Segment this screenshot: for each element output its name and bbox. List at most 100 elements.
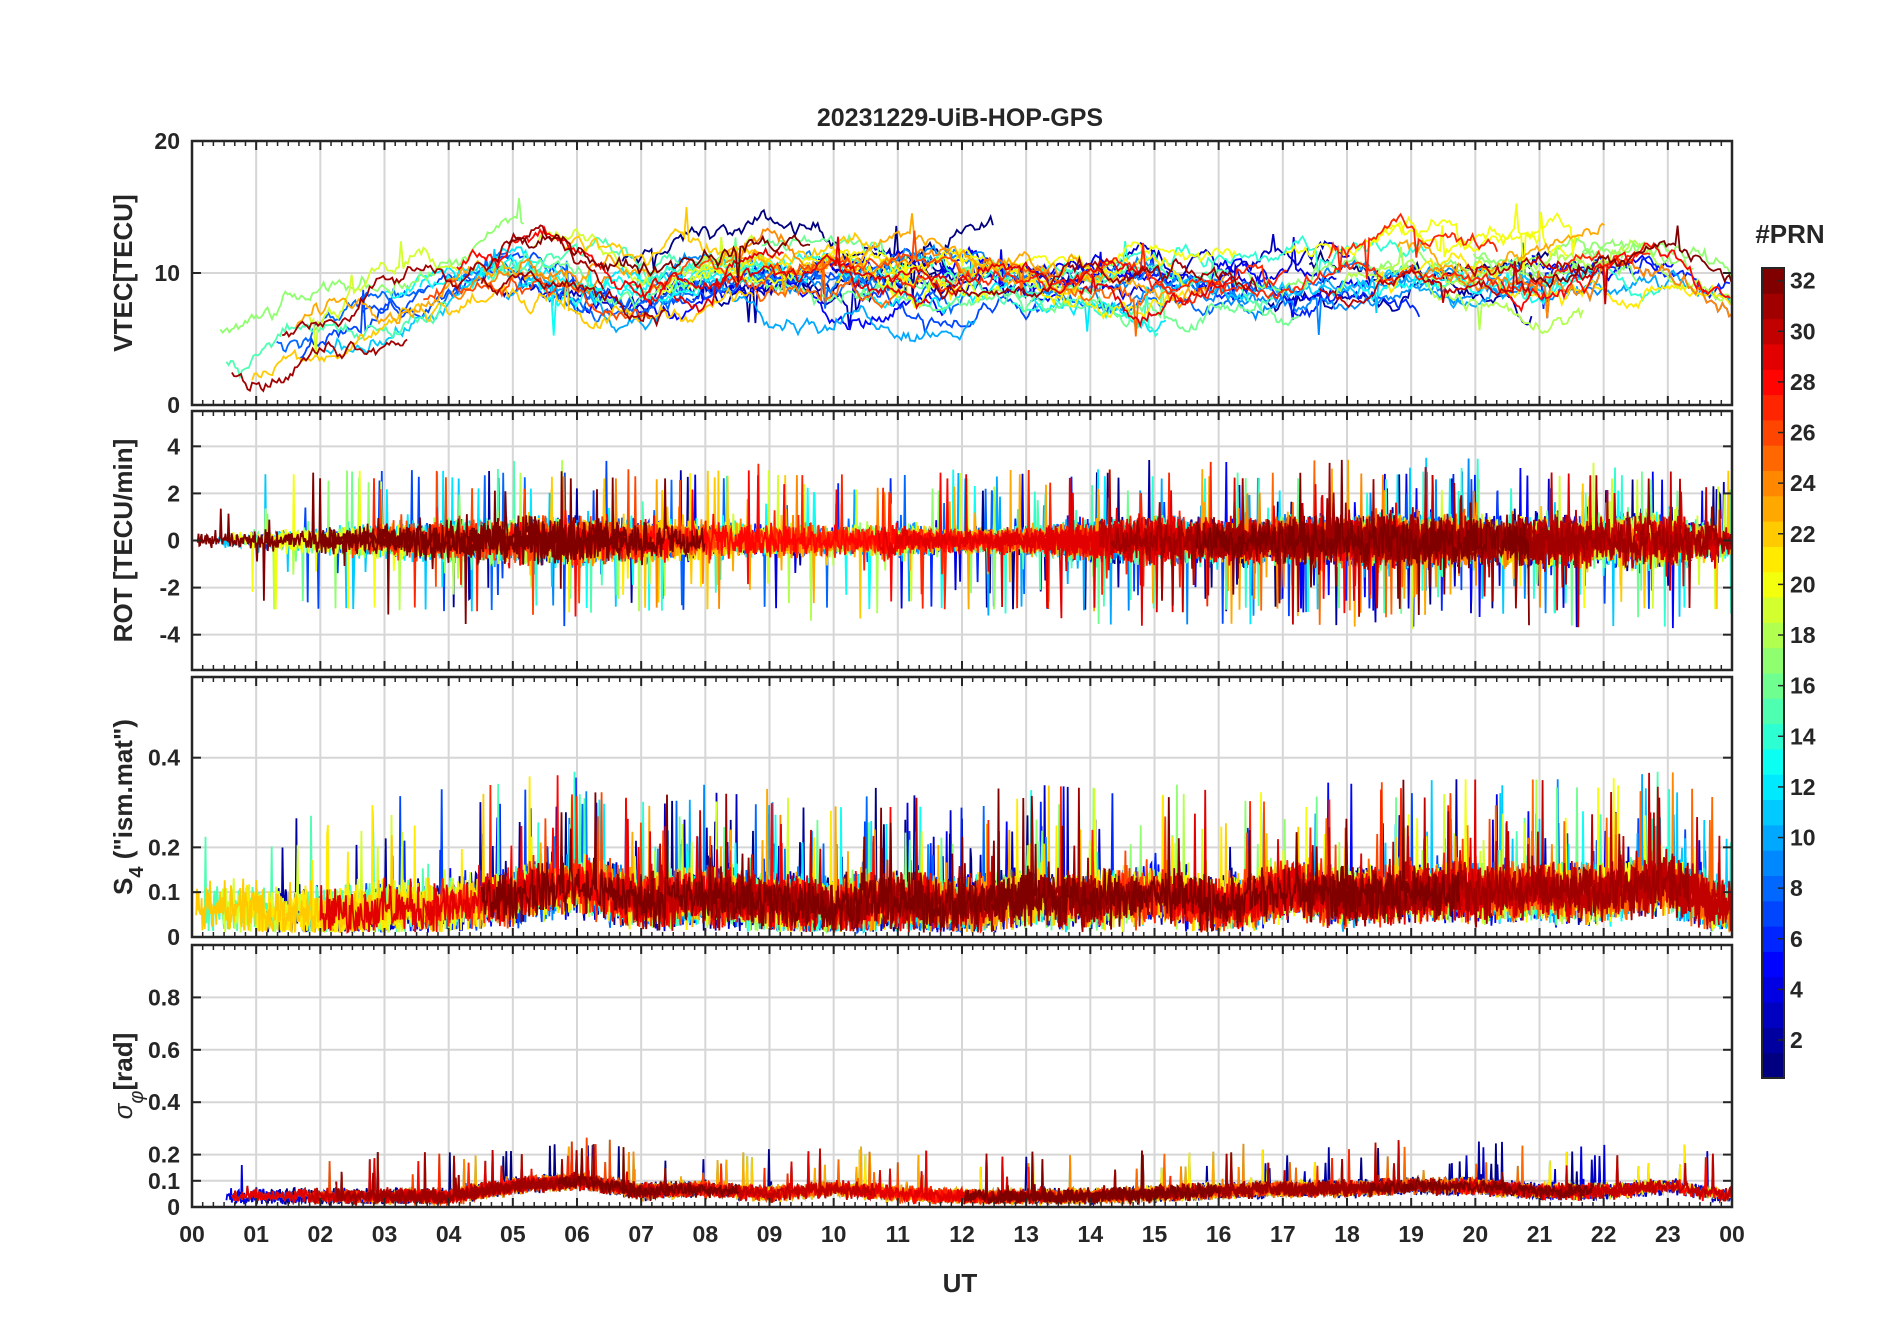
trace-prn-15 xyxy=(940,261,1274,312)
colorbar-label: #PRN xyxy=(1755,219,1824,249)
x-tick-label: 04 xyxy=(436,1221,462,1247)
colorbar-cell xyxy=(1762,673,1784,699)
axes-box-vtec xyxy=(190,139,1734,407)
colorbar-cell xyxy=(1762,343,1784,370)
panel-s4: 0 0.1 0.2 0.4S4 ("ism.mat") xyxy=(108,675,1734,950)
trace-prn-30 xyxy=(1318,261,1532,309)
trace-prn-25 xyxy=(755,258,900,309)
trace-prn-21 xyxy=(835,258,1188,321)
colorbar-cell xyxy=(1762,571,1784,598)
colorbar-cell xyxy=(1762,850,1784,876)
colorbar-cell xyxy=(1762,900,1784,927)
x-tick-label: 12 xyxy=(949,1221,975,1247)
colorbar-tick-label: 18 xyxy=(1790,622,1816,648)
trace-prn-18 xyxy=(1429,239,1732,304)
trace-prn-32 xyxy=(480,792,890,932)
trace-prn-22 xyxy=(251,271,754,381)
colorbar-cell xyxy=(1762,495,1784,522)
series-s4 xyxy=(195,771,1732,935)
colorbar-cell xyxy=(1762,445,1784,471)
colorbar-cell xyxy=(1762,1052,1784,1079)
x-axis-label: UT xyxy=(943,1268,978,1298)
trace-prn-16 xyxy=(854,279,1300,333)
x-tick-label: 19 xyxy=(1398,1221,1424,1247)
x-tick-label: 00 xyxy=(179,1221,205,1247)
trace-prn-24 xyxy=(1425,254,1732,319)
x-tick-label: 06 xyxy=(564,1221,590,1247)
trace-prn-32 xyxy=(1528,225,1732,289)
x-tick-label: 13 xyxy=(1013,1221,1039,1247)
colorbar-cell xyxy=(1762,926,1784,952)
colorbar-cell xyxy=(1762,318,1784,345)
trace-prn-22 xyxy=(562,207,876,267)
trace-prn-32 xyxy=(990,797,1365,932)
x-tick-label: 23 xyxy=(1655,1221,1681,1247)
panel-vtec: 0 10 20 VTEC[TECU] xyxy=(108,128,1734,418)
colorbar-cell xyxy=(1762,470,1784,497)
x-tick-label: 21 xyxy=(1527,1221,1553,1247)
colorbar-cell xyxy=(1762,293,1784,320)
colorbar-cell xyxy=(1762,1002,1784,1028)
colorbar-cell xyxy=(1762,799,1784,826)
trace-prn-29 xyxy=(319,864,540,934)
y-tick-label: -2 xyxy=(160,575,180,601)
colorbar-cell xyxy=(1762,597,1784,623)
trace-prn-31 xyxy=(932,255,1258,301)
x-tick-label: 02 xyxy=(308,1221,334,1247)
trace-prn-29 xyxy=(624,246,784,301)
y-tick-label: 2 xyxy=(167,480,180,506)
x-tick-label: 15 xyxy=(1142,1221,1168,1247)
trace-prn-19 xyxy=(533,227,755,296)
panel-sigphi: 00.10.2 0.4 0.6 0.8σφ[rad] 00 01 02 03 04 05 06 07 0… xyxy=(108,943,1745,1247)
colorbar-tick-label: 22 xyxy=(1790,521,1816,547)
x-tick-label: 05 xyxy=(500,1221,526,1247)
trace-prn-29 xyxy=(673,236,931,313)
trace-prn-17 xyxy=(1247,250,1638,297)
axes-box-s4 xyxy=(190,675,1734,939)
colorbar-tick-label: 26 xyxy=(1790,420,1816,446)
axes-box-rot xyxy=(190,409,1734,672)
series-rot xyxy=(196,457,1732,629)
x-tick-label: 07 xyxy=(628,1221,654,1247)
trace-prn-27 xyxy=(1327,212,1499,280)
trace-prn-15 xyxy=(225,301,448,380)
trace-prn-29 xyxy=(1078,275,1240,328)
colorbar-cell xyxy=(1762,647,1784,674)
x-tick-label: 00 xyxy=(1719,1221,1745,1247)
y-tick-label: 0.8 xyxy=(148,984,180,1010)
trace-prn-26 xyxy=(648,230,963,294)
y-axis-label-rot: ROT [TECU/min] xyxy=(108,439,138,643)
colorbar-tick-label: 2 xyxy=(1790,1027,1803,1053)
panel-rot: -4 -2 0 2 4 ROT [TECU/min] xyxy=(108,409,1734,672)
y-axis-label-s4: S4 ("ism.mat") xyxy=(108,719,148,895)
trace-prn-29 xyxy=(829,256,1146,295)
colorbar-cell xyxy=(1762,875,1784,902)
colorbar-cell xyxy=(1762,622,1784,649)
x-tick-label: 20 xyxy=(1463,1221,1489,1247)
colorbar-tick-label: 16 xyxy=(1790,673,1816,699)
trace-prn-32 xyxy=(963,1150,1221,1205)
trace-prn-9 xyxy=(1091,261,1603,335)
colorbar-cell xyxy=(1762,723,1784,750)
trace-prn-29 xyxy=(877,474,1175,613)
colorbar-tick-label: 20 xyxy=(1790,571,1816,597)
trace-prn-32 xyxy=(1330,779,1462,927)
colorbar-tick-label: 32 xyxy=(1790,268,1816,294)
colorbar-cell xyxy=(1762,976,1784,1003)
colorbar-cell xyxy=(1762,419,1784,446)
x-tick-label: 01 xyxy=(243,1221,269,1247)
x-tick-label: 18 xyxy=(1334,1221,1360,1247)
trace-prn-26 xyxy=(423,275,651,321)
y-tick-label: 0.2 xyxy=(148,1142,180,1168)
colorbar-tick-label: 14 xyxy=(1790,723,1816,749)
colorbar-frame xyxy=(1761,267,1785,1079)
colorbar-tick-label: 30 xyxy=(1790,318,1816,344)
colorbar-tick-label: 4 xyxy=(1790,976,1803,1002)
trace-prn-32 xyxy=(1367,1172,1595,1201)
colorbar-cell xyxy=(1762,1027,1784,1054)
trace-prn-27 xyxy=(1220,788,1451,928)
y-tick-label: 0.4 xyxy=(148,745,180,771)
y-tick-label: 0.1 xyxy=(148,879,180,905)
y-tick-label: 0 xyxy=(167,924,180,950)
